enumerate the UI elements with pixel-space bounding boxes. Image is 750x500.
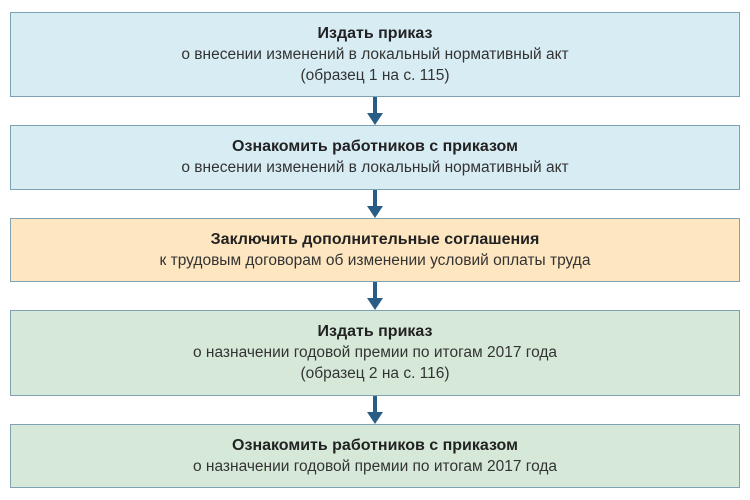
arrow-down-icon xyxy=(10,190,740,218)
arrow-down-icon xyxy=(10,282,740,310)
node-title: Ознакомить работников с приказом xyxy=(25,435,725,457)
node-title: Издать приказ xyxy=(25,23,725,45)
node-subtitle: к трудовым договорам об изменении услови… xyxy=(25,251,725,272)
node-title: Издать приказ xyxy=(25,321,725,343)
node-subtitle: о внесении изменений в локальный нормати… xyxy=(25,45,725,66)
flow-node: Заключить дополнительные соглашения к тр… xyxy=(10,218,740,283)
flow-node: Ознакомить работников с приказом о внесе… xyxy=(10,125,740,190)
flow-node: Ознакомить работников с приказом о назна… xyxy=(10,424,740,489)
flow-node: Издать приказ о назначении годовой преми… xyxy=(10,310,740,395)
arrow-down-icon xyxy=(10,97,740,125)
node-subtitle: (образец 1 на с. 115) xyxy=(25,66,725,87)
node-subtitle: о назначении годовой премии по итогам 20… xyxy=(25,457,725,478)
node-title: Ознакомить работников с приказом xyxy=(25,136,725,158)
node-subtitle: о назначении годовой премии по итогам 20… xyxy=(25,343,725,364)
node-subtitle: (образец 2 на с. 116) xyxy=(25,364,725,385)
arrow-down-icon xyxy=(10,396,740,424)
flow-node: Издать приказ о внесении изменений в лок… xyxy=(10,12,740,97)
node-subtitle: о внесении изменений в локальный нормати… xyxy=(25,158,725,179)
node-title: Заключить дополнительные соглашения xyxy=(25,229,725,251)
